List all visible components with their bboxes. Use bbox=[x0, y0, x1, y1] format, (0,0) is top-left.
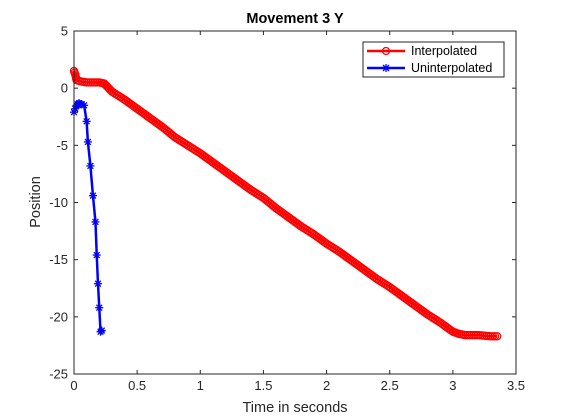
x-axis-label: Time in seconds bbox=[242, 400, 347, 416]
data-point bbox=[93, 279, 102, 288]
legend-marker-interpolated bbox=[381, 46, 391, 56]
y-tick-label: -20 bbox=[49, 309, 68, 324]
x-tick-label: 2 bbox=[323, 378, 330, 393]
x-axis: 0 0.5 1 1.5 2 2.5 3 3.5 bbox=[70, 31, 525, 393]
series-interpolated bbox=[69, 66, 502, 341]
legend-label-uninterpolated: Uninterpolated bbox=[411, 61, 492, 75]
y-axis: 5 0 -5 -10 -15 -20 -25 bbox=[49, 24, 516, 382]
y-tick-label: -5 bbox=[56, 138, 68, 153]
series-layer bbox=[69, 66, 502, 341]
data-point bbox=[80, 101, 89, 110]
series-uninterpolated bbox=[70, 99, 106, 336]
x-tick-label: 0 bbox=[70, 378, 77, 393]
data-point bbox=[83, 137, 92, 146]
data-point bbox=[492, 332, 502, 341]
y-tick-label: -15 bbox=[49, 252, 68, 267]
x-tick-label: 1 bbox=[197, 378, 204, 393]
data-point bbox=[88, 191, 97, 200]
plot-area bbox=[74, 31, 516, 374]
x-tick-label: 3 bbox=[449, 378, 456, 393]
y-tick-label: -10 bbox=[49, 195, 68, 210]
legend-label-interpolated: Interpolated bbox=[411, 44, 477, 58]
data-point bbox=[95, 303, 104, 312]
y-tick-label: -25 bbox=[49, 367, 68, 382]
data-point bbox=[97, 326, 106, 335]
x-tick-label: 0.5 bbox=[128, 378, 146, 393]
legend: Interpolated Uninterpolated bbox=[362, 41, 505, 78]
legend-marker-uninterpolated bbox=[382, 64, 390, 72]
x-tick-label: 3.5 bbox=[507, 378, 525, 393]
x-tick-label: 2.5 bbox=[381, 378, 399, 393]
y-axis-label: Position bbox=[28, 176, 44, 228]
data-point bbox=[92, 251, 101, 260]
data-point bbox=[91, 217, 100, 226]
chart-title: Movement 3 Y bbox=[246, 11, 344, 27]
x-tick-label: 1.5 bbox=[254, 378, 272, 393]
y-tick-label: 0 bbox=[61, 81, 68, 96]
data-point bbox=[86, 161, 95, 170]
data-point bbox=[82, 117, 91, 126]
y-tick-label: 5 bbox=[61, 24, 68, 39]
